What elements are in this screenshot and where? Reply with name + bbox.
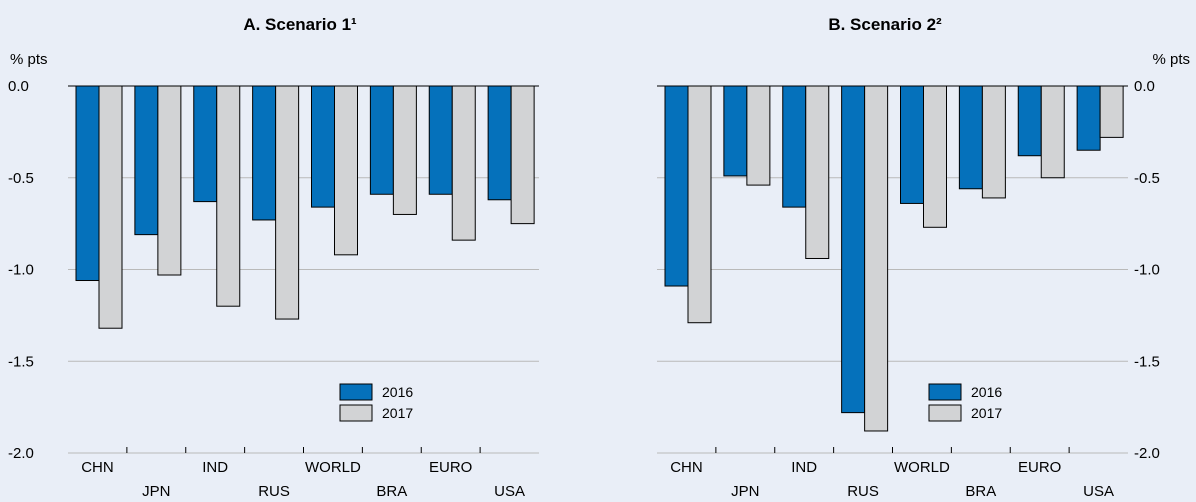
x-tick-label: JPN [731, 483, 759, 500]
bar-2017-ind [216, 85, 241, 307]
y-tick-label: -2.0 [1134, 445, 1160, 462]
x-tick-label: IND [791, 459, 817, 476]
legend-swatch-2016 [928, 383, 962, 401]
bar-2017-usa [1099, 85, 1124, 138]
bar-2017-rus [275, 85, 300, 320]
x-tick-label: EURO [429, 459, 472, 476]
y-tick-label: 0.0 [8, 78, 29, 95]
y-tick-label: -2.0 [8, 445, 34, 462]
y-tick-label: -1.0 [1134, 262, 1160, 279]
legend-swatch-2017 [339, 404, 373, 422]
bar-2017-bra [392, 85, 417, 215]
y-tick-label: -0.5 [1134, 170, 1160, 187]
bar-2016-jpn [723, 85, 748, 177]
bar-2016-ind [193, 85, 218, 203]
bar-2016-rus [841, 85, 866, 414]
y-axis-unit-label: % pts [10, 51, 48, 68]
bar-2017-world [923, 85, 947, 228]
chart-panel-b: B. Scenario 2² % pts 0.0 -0.5 -1.0 -1.5 -2.0 CH… [657, 15, 1190, 500]
x-tick-label: USA [494, 483, 525, 500]
legend-label: 2017 [382, 405, 413, 421]
chart-title: A. Scenario 1¹ [243, 15, 357, 34]
legend-label: 2016 [382, 384, 413, 400]
bar-2017-rus [864, 85, 889, 432]
y-tick-label: -1.5 [1134, 353, 1160, 370]
y-tick-label: -1.5 [8, 353, 34, 370]
x-tick-label: WORLD [305, 459, 361, 476]
bar-2017-bra [981, 85, 1006, 199]
bar-2016-ind [782, 85, 807, 208]
bar-2016-rus [252, 85, 277, 221]
x-tick-label: RUS [258, 483, 290, 500]
bar-2017-ind [805, 85, 830, 259]
legend-swatch-2016 [339, 383, 373, 401]
legend-label: 2016 [971, 384, 1002, 400]
chart-panel-a: A. Scenario 1¹ % pts 0.0 -0.5 -1.0 -1.5 -2.0 CH… [8, 15, 539, 500]
x-tick-label: IND [202, 459, 228, 476]
bar-2017-jpn [157, 85, 182, 276]
bar-2016-usa [487, 85, 512, 201]
bar-2016-world [900, 85, 924, 204]
bar-2016-chn [75, 85, 100, 282]
bar-2016-euro [428, 85, 453, 195]
y-tick-label: -0.5 [8, 170, 34, 187]
bar-2017-euro [451, 85, 476, 241]
bar-2016-world [311, 85, 335, 208]
bar-2016-chn [664, 85, 689, 287]
bar-2017-euro [1040, 85, 1065, 179]
y-axis-unit-label: % pts [1152, 51, 1190, 68]
chart-title: B. Scenario 2² [828, 15, 942, 34]
x-tick-label: CHN [81, 459, 114, 476]
x-tick-label: BRA [965, 483, 996, 500]
bar-2017-world [334, 85, 358, 256]
x-tick-label: EURO [1018, 459, 1061, 476]
x-tick-label: RUS [847, 483, 879, 500]
x-tick-label: WORLD [894, 459, 950, 476]
bar-2016-usa [1076, 85, 1101, 151]
bar-2016-euro [1017, 85, 1042, 157]
x-tick-label: USA [1083, 483, 1114, 500]
y-tick-label: -1.0 [8, 262, 34, 279]
x-tick-label: CHN [670, 459, 703, 476]
y-tick-label: 0.0 [1134, 78, 1155, 95]
bar-2016-bra [958, 85, 983, 190]
bar-2017-chn [687, 85, 712, 324]
bar-2016-bra [369, 85, 394, 195]
x-tick-label: BRA [376, 483, 407, 500]
x-tick-label: JPN [142, 483, 170, 500]
bar-2017-jpn [746, 85, 771, 186]
bar-2016-jpn [134, 85, 159, 236]
legend-label: 2017 [971, 405, 1002, 421]
bar-2017-chn [98, 85, 123, 329]
bar-2017-usa [510, 85, 535, 225]
legend-swatch-2017 [928, 404, 962, 422]
